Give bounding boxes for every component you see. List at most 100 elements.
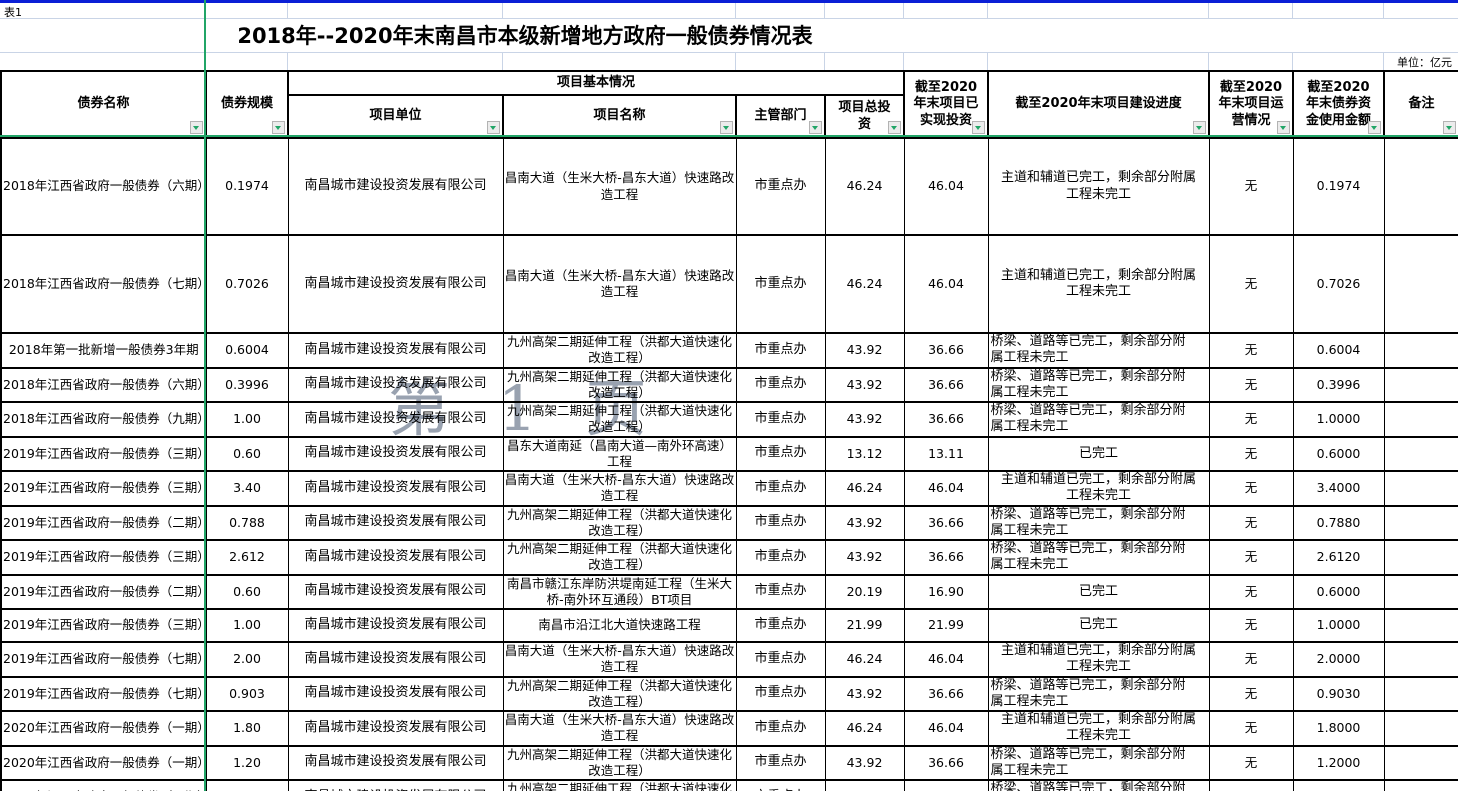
cell-bond-fund-used[interactable]: 0.6000 [1292, 573, 1385, 610]
cell-bond-fund-used[interactable]: 2.0000 [1292, 641, 1385, 678]
cell-department[interactable]: 市重点办 [735, 470, 826, 507]
cell-bond-scale[interactable]: 0.6004 [205, 332, 289, 369]
cell-total-investment[interactable]: 46.24 [824, 137, 905, 236]
column-header-remark[interactable]: 备注 [1383, 70, 1458, 139]
cell-project-name[interactable]: 九州高架二期延伸工程（洪都大道快速化改造工程） [502, 539, 737, 576]
cell-remark[interactable] [1383, 608, 1458, 643]
cell-realized-investment[interactable]: 36.66 [903, 539, 989, 576]
cell-project-name[interactable]: 九州高架二期延伸工程（洪都大道快速化改造工程） [502, 744, 737, 781]
filter-dropdown-icon[interactable] [190, 121, 203, 134]
cell-operation-status[interactable]: 无 [1208, 779, 1294, 791]
column-header-operation-status[interactable]: 截至2020年末项目运营情况 [1208, 70, 1295, 139]
cell-construction-progress[interactable]: 主道和辅道已完工，剩余部分附属工程未完工 [987, 234, 1210, 334]
cell-project-unit[interactable]: 南昌城市建设投资发展有限公司 [287, 435, 504, 472]
cell-bond-scale[interactable]: 0.903 [205, 675, 289, 712]
cell-total-investment[interactable]: 43.92 [824, 504, 905, 541]
cell-bond-fund-used[interactable]: 1.0000 [1292, 401, 1385, 438]
cell-operation-status[interactable]: 无 [1208, 332, 1294, 369]
cell-project-unit[interactable]: 南昌城市建设投资发展有限公司 [287, 234, 504, 334]
filter-dropdown-icon[interactable] [1193, 121, 1207, 134]
cell-construction-progress[interactable]: 桥梁、道路等已完工，剩余部分附属工程未完工 [987, 539, 1210, 576]
cell-bond-name[interactable]: 2018年江西省政府一般债券（六期） [0, 137, 207, 236]
cell-bond-name[interactable]: 2019年江西省政府一般债券（三期） [0, 435, 207, 472]
cell-bond-name[interactable]: 2018年江西省政府一般债券（九期） [0, 401, 207, 438]
cell-department[interactable]: 市重点办 [735, 332, 826, 369]
cell-realized-investment[interactable]: 46.04 [903, 137, 989, 236]
cell-project-unit[interactable]: 南昌城市建设投资发展有限公司 [287, 504, 504, 541]
filter-dropdown-icon[interactable] [1277, 121, 1291, 134]
cell-bond-name[interactable]: 2019年江西省政府一般债券（二期） [0, 573, 207, 610]
cell-bond-fund-used[interactable]: 1.0800 [1292, 779, 1385, 791]
cell-total-investment[interactable]: 46.24 [824, 641, 905, 678]
column-header-bond-name[interactable]: 债券名称 [0, 70, 207, 139]
column-header-project-name[interactable]: 项目名称 [502, 94, 737, 139]
cell-total-investment[interactable]: 43.92 [824, 366, 905, 403]
cell-project-unit[interactable]: 南昌城市建设投资发展有限公司 [287, 137, 504, 236]
cell-department[interactable]: 市重点办 [735, 401, 826, 438]
cell-realized-investment[interactable]: 46.04 [903, 470, 989, 507]
cell-total-investment[interactable]: 21.99 [824, 608, 905, 643]
cell-project-unit[interactable]: 南昌城市建设投资发展有限公司 [287, 779, 504, 791]
cell-department[interactable]: 市重点办 [735, 137, 826, 236]
cell-realized-investment[interactable]: 16.90 [903, 573, 989, 610]
cell-operation-status[interactable]: 无 [1208, 470, 1294, 507]
cell-bond-name[interactable]: 2019年江西省政府一般债券（三期） [0, 608, 207, 643]
cell-department[interactable]: 市重点办 [735, 608, 826, 643]
cell-project-name[interactable]: 昌南大道（生米大桥-昌东大道）快速路改造工程 [502, 234, 737, 334]
cell-project-unit[interactable]: 南昌城市建设投资发展有限公司 [287, 641, 504, 678]
cell-department[interactable]: 市重点办 [735, 573, 826, 610]
cell-construction-progress[interactable]: 主道和辅道已完工，剩余部分附属工程未完工 [987, 641, 1210, 678]
cell-bond-name[interactable]: 2019年江西省政府一般债券（七期） [0, 675, 207, 712]
column-header-realized-investment[interactable]: 截至2020年末项目已实现投资 [903, 70, 990, 139]
cell-bond-fund-used[interactable]: 1.0000 [1292, 608, 1385, 643]
cell-bond-fund-used[interactable]: 0.6000 [1292, 435, 1385, 472]
cell-realized-investment[interactable]: 46.04 [903, 234, 989, 334]
cell-realized-investment[interactable]: 36.66 [903, 366, 989, 403]
cell-project-unit[interactable]: 南昌城市建设投资发展有限公司 [287, 710, 504, 747]
cell-project-name[interactable]: 昌南大道（生米大桥-昌东大道）快速路改造工程 [502, 470, 737, 507]
cell-construction-progress[interactable]: 桥梁、道路等已完工，剩余部分附属工程未完工 [987, 504, 1210, 541]
cell-operation-status[interactable]: 无 [1208, 744, 1294, 781]
cell-total-investment[interactable]: 20.19 [824, 573, 905, 610]
cell-operation-status[interactable]: 无 [1208, 366, 1294, 403]
cell-bond-scale[interactable]: 1.80 [205, 710, 289, 747]
cell-construction-progress[interactable]: 桥梁、道路等已完工，剩余部分附属工程未完工 [987, 332, 1210, 369]
cell-bond-scale[interactable]: 1.20 [205, 744, 289, 781]
cell-remark[interactable] [1383, 401, 1458, 438]
cell-project-name[interactable]: 九州高架二期延伸工程（洪都大道快速化改造工程） [502, 332, 737, 369]
cell-project-name[interactable]: 昌南大道（生米大桥-昌东大道）快速路改造工程 [502, 641, 737, 678]
column-header-bond-fund-used[interactable]: 截至2020年末债券资金使用金额 [1292, 70, 1386, 139]
cell-bond-name[interactable]: 2019年江西省政府一般债券（七期） [0, 641, 207, 678]
filter-dropdown-icon[interactable] [888, 121, 902, 134]
cell-bond-fund-used[interactable]: 0.6004 [1292, 332, 1385, 369]
cell-bond-scale[interactable]: 0.788 [205, 504, 289, 541]
cell-construction-progress[interactable]: 主道和辅道已完工，剩余部分附属工程未完工 [987, 470, 1210, 507]
cell-bond-fund-used[interactable]: 0.7880 [1292, 504, 1385, 541]
cell-construction-progress[interactable]: 已完工 [987, 435, 1210, 472]
cell-department[interactable]: 市重点办 [735, 539, 826, 576]
cell-construction-progress[interactable]: 已完工 [987, 573, 1210, 610]
cell-total-investment[interactable]: 46.24 [824, 234, 905, 334]
cell-project-unit[interactable]: 南昌城市建设投资发展有限公司 [287, 470, 504, 507]
column-header-bond-scale[interactable]: 债券规模 [205, 70, 289, 139]
cell-bond-scale[interactable]: 1.00 [205, 608, 289, 643]
filter-dropdown-icon[interactable] [809, 121, 822, 134]
cell-project-name[interactable]: 九州高架二期延伸工程（洪都大道快速化改造工程） [502, 779, 737, 791]
cell-bond-scale[interactable]: 1.00 [205, 401, 289, 438]
cell-operation-status[interactable]: 无 [1208, 504, 1294, 541]
cell-project-name[interactable]: 九州高架二期延伸工程（洪都大道快速化改造工程） [502, 366, 737, 403]
cell-remark[interactable] [1383, 366, 1458, 403]
cell-remark[interactable] [1383, 779, 1458, 791]
cell-remark[interactable] [1383, 435, 1458, 472]
filter-dropdown-icon[interactable] [272, 121, 285, 134]
cell-remark[interactable] [1383, 470, 1458, 507]
cell-project-unit[interactable]: 南昌城市建设投资发展有限公司 [287, 366, 504, 403]
cell-operation-status[interactable]: 无 [1208, 539, 1294, 576]
cell-bond-scale[interactable]: 3.40 [205, 470, 289, 507]
cell-total-investment[interactable]: 43.92 [824, 332, 905, 369]
cell-department[interactable]: 市重点办 [735, 675, 826, 712]
cell-operation-status[interactable]: 无 [1208, 401, 1294, 438]
column-header-project-unit[interactable]: 项目单位 [287, 94, 504, 139]
filter-dropdown-icon[interactable] [1368, 121, 1382, 134]
cell-bond-fund-used[interactable]: 1.2000 [1292, 744, 1385, 781]
